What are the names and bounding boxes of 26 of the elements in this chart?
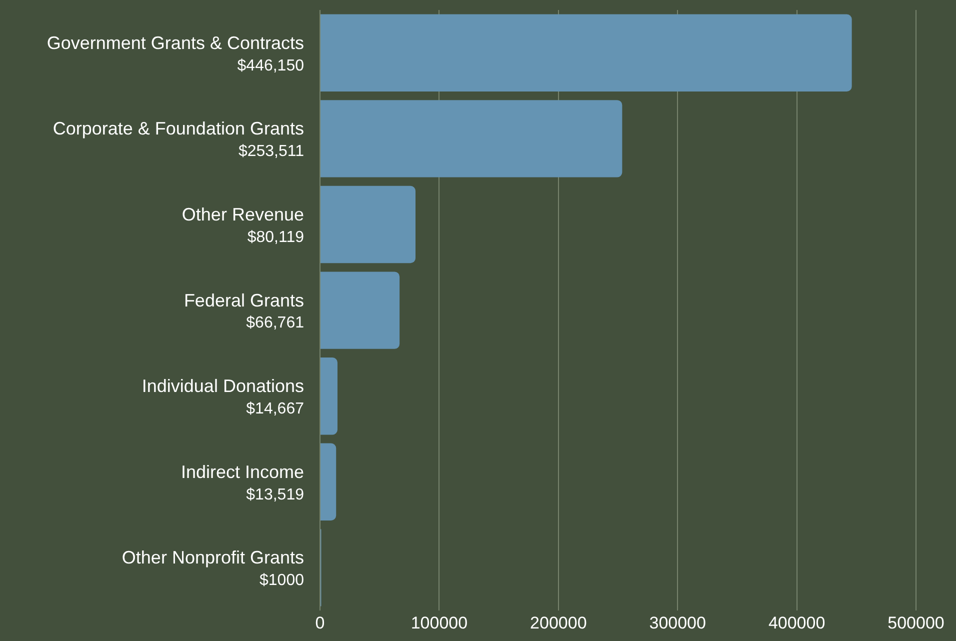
y-tick-label: Federal Grants	[184, 290, 304, 310]
data-label: $66,761	[246, 314, 304, 332]
y-tick-label: Corporate & Foundation Grants	[52, 118, 304, 139]
x-tick-label: 400000	[768, 613, 826, 632]
data-label: $13,519	[246, 486, 304, 504]
bar	[320, 14, 852, 92]
x-tick-label: 200000	[530, 613, 587, 632]
data-label: $80,119	[247, 228, 304, 246]
y-tick-label: Indirect Income	[180, 462, 304, 482]
bar	[320, 100, 622, 178]
data-label: $253,511	[238, 143, 304, 160]
data-label: $1000	[260, 572, 304, 590]
x-tick-label: 500000	[888, 613, 944, 632]
bar	[320, 272, 400, 349]
bar	[320, 186, 416, 264]
data-label: $446,150	[237, 57, 304, 74]
x-tick-label: 100000	[410, 613, 468, 632]
bar	[320, 443, 336, 521]
x-tick-label: 300000	[649, 613, 706, 632]
y-tick-label: Government Grants & Contracts	[46, 32, 304, 53]
y-tick-label: Individual Donations	[142, 376, 304, 396]
y-tick-label: Other Revenue	[182, 204, 304, 224]
data-label: $14,667	[246, 400, 304, 418]
y-tick-label: Other Nonprofit Grants	[122, 548, 304, 568]
bar	[320, 357, 338, 435]
x-tick-label: 0	[315, 613, 325, 632]
